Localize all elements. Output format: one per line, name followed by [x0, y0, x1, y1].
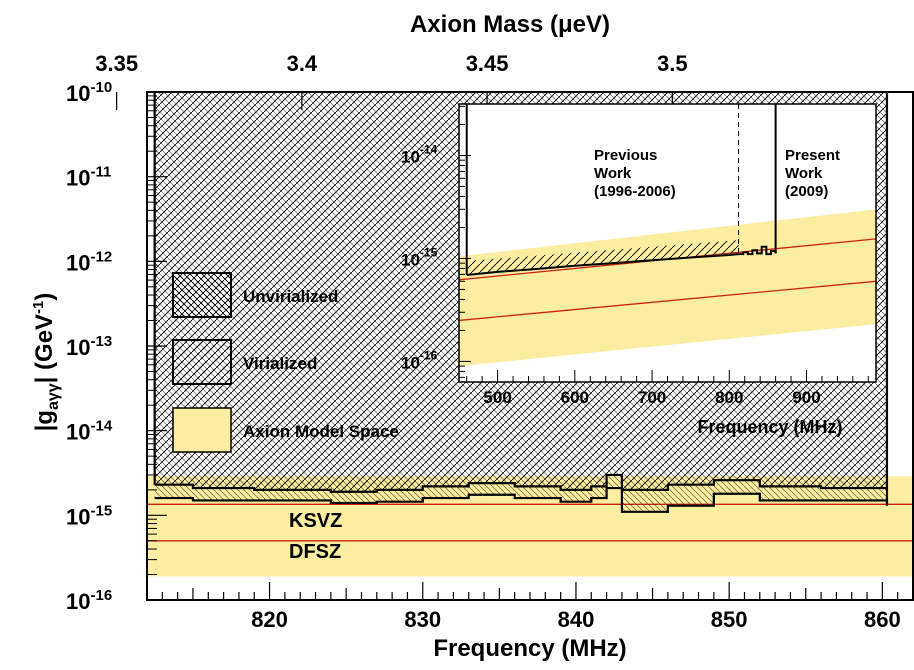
- y-tick-label: 10-10: [66, 79, 112, 106]
- main-axis-ticks: [116, 91, 914, 601]
- inset-y-tick-label: 10-14: [401, 142, 438, 166]
- legend: Unvirialized Virialized Axion Model Spac…: [172, 272, 399, 453]
- present-work-annotation: Present Work (2009): [785, 147, 840, 200]
- y-tick-label: 10-14: [66, 418, 113, 445]
- virialized-limit-line: [154, 473, 887, 493]
- main-tick-labels: 820 830 840 850 860 3.35 3.4 3.45 3.5 10-10 10-11 1…: [66, 51, 901, 632]
- legend-swatch-unvirialized: [172, 272, 232, 318]
- present-line-1: Present: [785, 147, 840, 164]
- inset-axis-ticks: [459, 105, 869, 382]
- x-tick-label: 860: [864, 607, 901, 632]
- inset-previous-limit: [466, 253, 739, 277]
- inset-exclusion-limits: [465, 104, 777, 277]
- legend-swatch-virialized: [172, 339, 232, 385]
- legend-label-virialized: Virialized: [243, 354, 317, 373]
- dfsz-label: DFSZ: [289, 541, 341, 563]
- unvirialized-limit-line: [154, 486, 889, 513]
- inset-x-tick-label: 700: [638, 388, 666, 407]
- inset-dfsz-line: [459, 280, 876, 322]
- previous-work-annotation: Previous Work (1996-2006): [594, 147, 676, 200]
- y-tick-label: 10-11: [66, 164, 111, 191]
- present-line-2: Work: [785, 165, 823, 182]
- inset-previous-hatch: [466, 240, 739, 276]
- inset-tick-labels: 500 600 700 800 900 10-14 10-15 10-16: [401, 142, 821, 407]
- previous-line-1: Previous: [594, 147, 657, 164]
- previous-line-3: (1996-2006): [594, 183, 676, 200]
- inset-x-axis-title: Frequency (MHz): [697, 417, 842, 437]
- previous-line-2: Work: [594, 165, 632, 182]
- y-tick-label: 10-12: [66, 248, 112, 275]
- top-tick-label: 3.5: [657, 51, 688, 76]
- top-tick-label: 3.45: [466, 51, 509, 76]
- inset-x-tick-label: 900: [792, 388, 820, 407]
- x-tick-label: 820: [251, 607, 288, 632]
- legend-swatch-model-space: [172, 407, 232, 453]
- y-tick-label: 10-15: [66, 502, 112, 529]
- inset-x-tick-label: 600: [561, 388, 589, 407]
- legend-label-unvirialized: Unvirialized: [243, 287, 338, 306]
- inset-present-limit: [738, 245, 777, 256]
- x-tick-label: 830: [404, 607, 441, 632]
- inset-x-tick-label: 500: [483, 388, 511, 407]
- top-tick-label: 3.4: [287, 51, 318, 76]
- x-tick-label: 850: [711, 607, 748, 632]
- x-tick-label: 840: [558, 607, 595, 632]
- model-lines: [147, 503, 913, 542]
- y-axis-title: |gaγγ| (GeV-1): [30, 293, 62, 432]
- top-tick-label: 3.35: [95, 51, 138, 76]
- legend-label-model-space: Axion Model Space: [243, 422, 399, 441]
- inset-y-tick-label: 10-15: [401, 245, 438, 269]
- y-tick-label: 10-16: [66, 587, 112, 614]
- inset-x-tick-label: 800: [715, 388, 743, 407]
- ksvz-label: KSVZ: [289, 510, 342, 532]
- x-axis-title: Frequency (MHz): [433, 635, 626, 662]
- inset-plot: 500 600 700 800 900 10-14 10-15 10-16 Frequency…: [401, 103, 877, 437]
- present-line-3: (2009): [785, 183, 828, 200]
- top-axis-title: Axion Mass (μeV): [410, 11, 610, 38]
- y-tick-label: 10-13: [66, 333, 112, 360]
- inset-y-tick-label: 10-16: [401, 348, 438, 372]
